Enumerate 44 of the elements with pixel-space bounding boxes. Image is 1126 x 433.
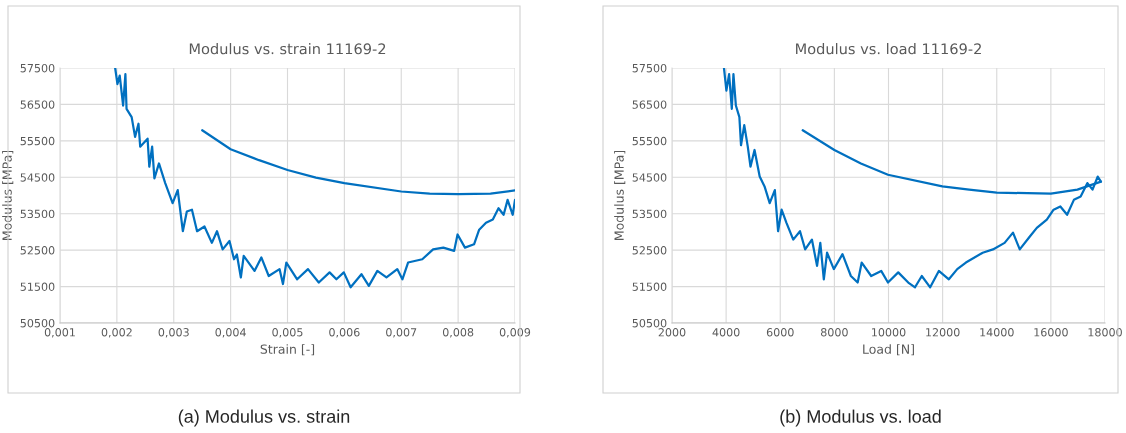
x-tick-label: 4000: [712, 328, 740, 337]
x-tick-label: 2000: [658, 328, 686, 337]
x-tick-label: 10000: [872, 328, 906, 337]
y-tick-label: 55500: [632, 136, 667, 146]
y-tick-label: 56500: [20, 100, 55, 109]
y-tick-label: 54500: [632, 173, 667, 182]
x-tick-label: 0,002: [101, 328, 132, 338]
y-tick-label: 57500: [632, 63, 667, 73]
x-tick-label: 8000: [820, 328, 848, 337]
x-tick-label: 0,005: [272, 328, 303, 338]
y-axis-title: Modulus [MPa]: [2, 150, 14, 240]
chart-title: Modulus vs. load 11169-2: [796, 43, 981, 55]
x-axis-title: Load [N]: [863, 344, 914, 356]
y-tick-label: 53500: [632, 209, 667, 219]
y-tick-label: 54500: [20, 173, 55, 182]
y-tick-label: 51500: [632, 282, 667, 291]
y-tick-label: 51500: [20, 282, 55, 291]
chart-title: Modulus vs. strain 11169-2: [189, 43, 386, 55]
text: (a) Modulus vs. strain: [178, 409, 350, 427]
line-series: [114, 68, 515, 289]
x-tick-label: 0,001: [44, 328, 75, 338]
y-tick-label: 57500: [20, 63, 55, 73]
x-tick-label: 0,009: [499, 328, 531, 338]
text: (b) Modulus vs. load: [780, 409, 941, 427]
y-tick-label: 50500: [20, 318, 55, 328]
y-axis-title: Modulus [MPa]: [614, 150, 626, 240]
y-tick-label: 56500: [632, 100, 667, 109]
x-tick-label: 0,008: [442, 328, 474, 338]
y-tick-label: 55500: [20, 136, 55, 146]
x-tick-label: 0,004: [215, 328, 246, 338]
x-tick-label: 16000: [1034, 328, 1068, 337]
x-tick-label: 14000: [980, 328, 1014, 337]
x-tick-label: 12000: [926, 328, 960, 337]
y-tick-label: 52500: [632, 246, 667, 255]
y-tick-label: 53500: [20, 209, 55, 219]
x-tick-label: 6000: [766, 328, 794, 337]
x-tick-label: 0,003: [158, 328, 189, 338]
x-tick-label: 0,006: [329, 328, 360, 338]
x-tick-label: 18000: [1088, 328, 1122, 337]
x-axis-title: Strain [-]: [260, 344, 315, 356]
x-tick-label: 0,007: [386, 328, 417, 338]
line-series: [201, 129, 515, 196]
y-tick-label: 50500: [632, 318, 667, 328]
y-tick-label: 52500: [20, 246, 55, 255]
